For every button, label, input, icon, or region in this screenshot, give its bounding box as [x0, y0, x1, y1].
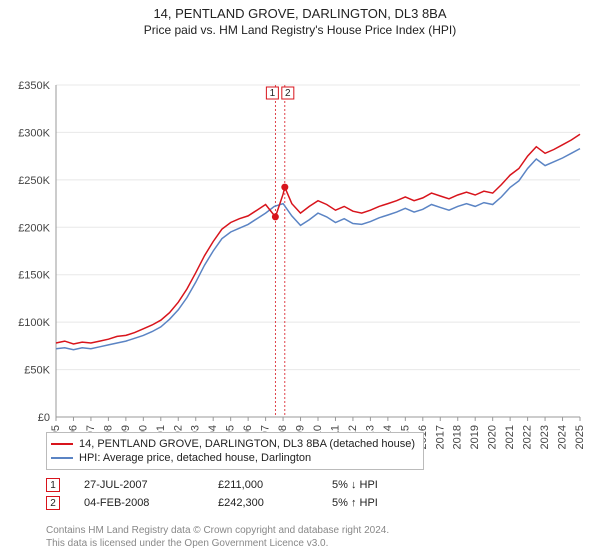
svg-text:2025: 2025 — [574, 425, 586, 449]
legend-swatch — [51, 443, 73, 445]
svg-text:2017: 2017 — [434, 425, 446, 449]
sale-marker: 2 — [46, 496, 60, 510]
attribution-line: Contains HM Land Registry data © Crown c… — [46, 524, 389, 537]
legend: 14, PENTLAND GROVE, DARLINGTON, DL3 8BA … — [46, 432, 424, 470]
sale-delta: 5% ↓ HPI — [332, 479, 378, 491]
svg-text:2021: 2021 — [504, 425, 516, 449]
sale-price: £242,300 — [218, 497, 308, 509]
chart-subtitle: Price paid vs. HM Land Registry's House … — [0, 21, 600, 37]
chart-title: 14, PENTLAND GROVE, DARLINGTON, DL3 8BA — [0, 0, 600, 21]
sale-date: 04-FEB-2008 — [84, 497, 194, 509]
svg-text:2: 2 — [285, 88, 291, 99]
legend-label: HPI: Average price, detached house, Darl… — [79, 452, 311, 464]
svg-text:2018: 2018 — [452, 425, 464, 449]
svg-text:£300K: £300K — [18, 127, 50, 139]
sale-marker: 1 — [46, 478, 60, 492]
legend-item: 14, PENTLAND GROVE, DARLINGTON, DL3 8BA … — [51, 437, 415, 451]
svg-text:£250K: £250K — [18, 175, 50, 187]
sale-price: £211,000 — [218, 479, 308, 491]
sales-table: 1 27-JUL-2007 £211,000 5% ↓ HPI 2 04-FEB… — [46, 476, 378, 512]
sale-delta: 5% ↑ HPI — [332, 497, 378, 509]
legend-swatch — [51, 457, 73, 459]
price-line-chart: £0£50K£100K£150K£200K£250K£300K£350K1995… — [0, 37, 600, 457]
svg-text:2019: 2019 — [469, 425, 481, 449]
svg-text:2023: 2023 — [539, 425, 551, 449]
legend-item: HPI: Average price, detached house, Darl… — [51, 451, 415, 465]
attribution-line: This data is licensed under the Open Gov… — [46, 537, 389, 550]
sale-row: 1 27-JUL-2007 £211,000 5% ↓ HPI — [46, 476, 378, 494]
svg-text:£350K: £350K — [18, 80, 50, 92]
svg-text:2020: 2020 — [487, 425, 499, 449]
svg-text:£0: £0 — [38, 412, 50, 424]
svg-text:1: 1 — [270, 88, 276, 99]
legend-label: 14, PENTLAND GROVE, DARLINGTON, DL3 8BA … — [79, 438, 415, 450]
svg-text:£100K: £100K — [18, 317, 50, 329]
svg-text:2024: 2024 — [557, 425, 569, 449]
sale-date: 27-JUL-2007 — [84, 479, 194, 491]
sale-row: 2 04-FEB-2008 £242,300 5% ↑ HPI — [46, 494, 378, 512]
svg-text:£150K: £150K — [18, 270, 50, 282]
svg-text:£200K: £200K — [18, 222, 50, 234]
svg-text:2022: 2022 — [522, 425, 534, 449]
svg-text:£50K: £50K — [24, 365, 50, 377]
attribution: Contains HM Land Registry data © Crown c… — [46, 524, 389, 550]
